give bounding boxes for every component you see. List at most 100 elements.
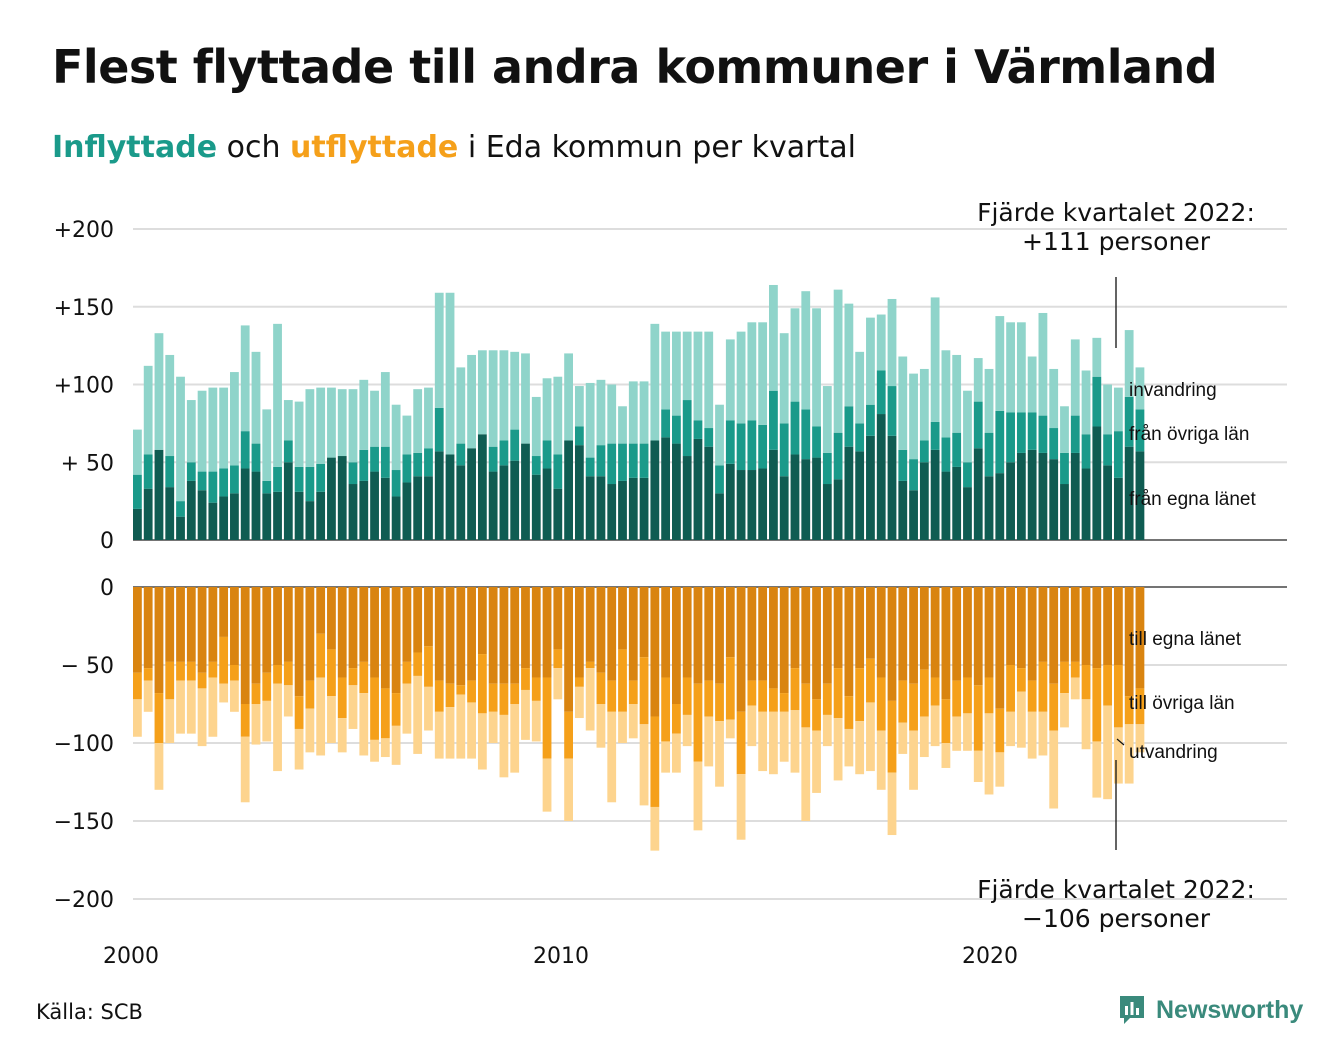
bar-in-own — [467, 448, 476, 540]
bar-out-other — [230, 665, 239, 681]
bar-out-own — [812, 587, 821, 700]
bar-in-own — [305, 501, 315, 540]
y-tick-top-2: +100 — [54, 374, 114, 399]
bar-out-other — [251, 683, 261, 704]
bar-out-own — [413, 587, 423, 653]
bar-in-own — [952, 466, 962, 540]
bar-in-other — [1135, 409, 1145, 452]
bar-out-emig — [736, 774, 746, 840]
bar-out-own — [1113, 587, 1123, 665]
bar-out-emig — [1027, 711, 1037, 759]
bar-out-other — [941, 699, 951, 743]
bar-in-own — [736, 470, 746, 540]
bar-in-own — [930, 449, 940, 540]
bar-in-immig — [154, 333, 164, 450]
bar-in-other — [305, 466, 315, 502]
bar-out-own — [650, 587, 660, 717]
x-tick-labels: 2000 2010 2020 — [103, 944, 1018, 969]
bar-out-own — [467, 587, 476, 681]
bar-out-other — [445, 683, 455, 708]
bar-in-immig — [434, 292, 444, 408]
bar-in-own — [456, 465, 466, 540]
bar-out-other — [1103, 665, 1112, 706]
bar-in-other — [240, 431, 250, 469]
bar-in-own — [510, 460, 520, 540]
bar-out-own — [370, 587, 379, 678]
bar-in-own — [240, 468, 250, 540]
bar-in-own — [251, 471, 261, 540]
bar-in-other — [359, 449, 369, 481]
bar-in-other — [596, 445, 606, 477]
bar-in-immig — [769, 284, 778, 391]
bar-in-other — [704, 428, 714, 447]
bar-out-other — [370, 677, 379, 740]
bar-in-immig — [521, 353, 530, 444]
bar-in-own — [359, 480, 369, 540]
bar-out-emig — [844, 728, 854, 767]
bar-in-own — [1135, 451, 1145, 540]
bar-in-own — [973, 448, 983, 540]
bar-in-own — [553, 488, 563, 540]
x-tick-2010: 2010 — [533, 944, 589, 969]
bar-in-immig — [973, 358, 983, 402]
bar-out-other — [758, 680, 768, 712]
bar-in-own — [1124, 446, 1134, 540]
bar-out-own — [154, 587, 164, 694]
bar-out-emig — [715, 721, 724, 787]
bar-out-own — [477, 587, 487, 655]
brand-logo[interactable]: Newsworthy — [1118, 994, 1303, 1026]
bar-out-emig — [154, 743, 164, 790]
bar-out-emig — [1060, 693, 1069, 728]
bar-out-own — [402, 587, 412, 662]
y-tick-top-4: +200 — [54, 218, 114, 243]
bar-out-other — [693, 683, 703, 762]
bar-out-other — [380, 688, 390, 739]
bar-out-emig — [866, 702, 875, 772]
bar-out-other — [790, 668, 800, 711]
bar-in-immig — [876, 314, 886, 371]
bar-out-own — [790, 587, 800, 669]
bar-in-other — [230, 465, 239, 494]
bar-in-immig — [1070, 339, 1080, 416]
bar-out-own — [963, 587, 972, 678]
bar-out-own — [434, 587, 444, 681]
bar-out-emig — [758, 711, 768, 772]
bar-in-other — [197, 471, 207, 491]
bar-in-other — [919, 440, 929, 463]
bar-out-own — [628, 587, 638, 681]
series-label-bottom-2: utvandring — [1129, 742, 1218, 763]
bar-out-other — [715, 683, 724, 722]
bar-out-own — [909, 587, 918, 684]
bar-in-other — [639, 443, 649, 478]
bar-out-own — [531, 587, 541, 678]
bar-in-own — [1113, 477, 1123, 540]
bar-in-other — [909, 459, 918, 491]
bar-in-other — [208, 471, 218, 503]
bar-out-own — [844, 587, 854, 697]
bar-in-own — [316, 491, 326, 540]
bar-out-emig — [273, 683, 282, 772]
bar-out-other — [542, 677, 552, 759]
bar-out-other — [499, 683, 509, 715]
bar-in-other — [618, 443, 627, 481]
bar-in-own — [628, 477, 638, 540]
bar-in-other — [736, 423, 746, 471]
bar-out-own — [251, 587, 261, 684]
bar-out-own — [801, 587, 811, 684]
bar-in-immig — [467, 354, 476, 449]
bar-out-emig — [952, 716, 962, 751]
bar-out-other — [844, 696, 854, 729]
bar-out-own — [919, 587, 929, 670]
bar-in-immig — [230, 372, 239, 466]
bar-out-own — [607, 587, 617, 681]
bar-out-other — [769, 688, 778, 712]
bar-in-other — [1027, 412, 1037, 450]
bar-out-own — [176, 587, 185, 662]
bar-in-own — [283, 462, 293, 540]
bar-in-own — [812, 457, 821, 540]
bar-in-other — [1092, 376, 1102, 427]
bar-out-emig — [1049, 730, 1059, 809]
annotation-bottom-line1: Fjärde kvartalet 2022: — [977, 875, 1255, 904]
bar-out-other — [262, 672, 272, 701]
bar-out-emig — [596, 704, 606, 748]
